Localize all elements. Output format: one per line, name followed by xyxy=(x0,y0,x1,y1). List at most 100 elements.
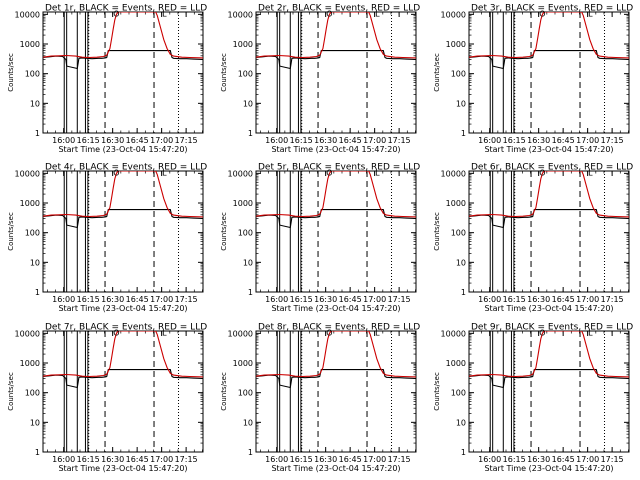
flag-label: O xyxy=(113,328,119,337)
series-group xyxy=(256,171,416,229)
x-tick-label: 17:00 xyxy=(150,136,173,145)
x-tick-label: 16:00 xyxy=(478,295,501,304)
series-line-lld xyxy=(469,12,629,59)
y-axis-label: Counts/sec xyxy=(220,372,228,411)
series-group xyxy=(256,12,416,70)
x-tick-label: 17:15 xyxy=(388,136,411,145)
x-tick-label: 16:15 xyxy=(77,136,100,145)
panel-2: Det 2r, BLACK = Events, RED = LLD Counts/… xyxy=(220,4,420,155)
x-tick-label: 16:30 xyxy=(314,136,337,145)
x-tick-label: 16:30 xyxy=(527,136,550,145)
y-tick-label: 100 xyxy=(25,389,40,398)
y-axis-label: Counts/sec xyxy=(7,53,15,92)
y-tick-label: 10 xyxy=(456,258,466,267)
x-tick-label: 17:00 xyxy=(576,455,599,464)
x-axis-label: Start Time (23-Oct-04 15:47:20) xyxy=(484,464,613,473)
panel-1: Det 1r, BLACK = Events, RED = LLD Counts/… xyxy=(7,4,207,155)
y-tick-label: 1000 xyxy=(20,40,40,49)
x-tick-label: 17:00 xyxy=(576,295,599,304)
x-tick-label: 17:15 xyxy=(601,295,624,304)
flag-label: O xyxy=(113,168,119,177)
y-tick-label: 1000 xyxy=(446,40,466,49)
y-tick-label: 1000 xyxy=(446,359,466,368)
y-tick-label: 1000 xyxy=(20,199,40,208)
y-axis-label: Counts/sec xyxy=(433,212,441,251)
panel-title: Det 5r, BLACK = Events, RED = LLD xyxy=(258,163,420,173)
flag-label: L xyxy=(375,168,380,177)
panel-title: Det 3r, BLACK = Events, RED = LLD xyxy=(471,4,633,14)
x-axis-label: Start Time (23-Oct-04 15:47:20) xyxy=(58,464,187,473)
series-line-lld xyxy=(256,12,416,59)
y-axis-label: Counts/sec xyxy=(433,372,441,411)
y-tick-label: 1 xyxy=(35,448,40,457)
panel-title: Det 4r, BLACK = Events, RED = LLD xyxy=(45,163,207,173)
series-line-lld xyxy=(469,331,629,378)
series-line-events xyxy=(469,50,629,70)
panel-title: Det 8r, BLACK = Events, RED = LLD xyxy=(258,323,420,333)
y-tick-label: 1000 xyxy=(233,359,253,368)
flag-label: L xyxy=(375,9,380,18)
x-tick-label: 17:15 xyxy=(601,455,624,464)
x-axis-label: Start Time (23-Oct-04 15:47:20) xyxy=(484,304,613,313)
x-tick-label: 16:15 xyxy=(290,455,313,464)
x-tick-label: 16:45 xyxy=(552,455,575,464)
y-tick-label: 10 xyxy=(456,99,466,108)
x-tick-label: 17:15 xyxy=(388,455,411,464)
series-line-events xyxy=(469,369,629,389)
y-tick-label: 10 xyxy=(243,418,253,427)
y-tick-label: 10000 xyxy=(228,10,253,19)
x-tick-label: 16:45 xyxy=(126,136,149,145)
x-tick-label: 16:45 xyxy=(552,295,575,304)
y-tick-label: 100 xyxy=(238,70,253,79)
panel-5: Det 5r, BLACK = Events, RED = LLD Counts/… xyxy=(220,163,420,314)
x-tick-label: 16:00 xyxy=(265,295,288,304)
series-line-events xyxy=(469,209,629,229)
x-tick-label: 17:15 xyxy=(601,136,624,145)
x-tick-label: 16:30 xyxy=(314,455,337,464)
series-line-events xyxy=(256,369,416,389)
flag-label: L xyxy=(162,328,167,337)
x-tick-label: 16:15 xyxy=(503,455,526,464)
flag-label: O xyxy=(326,9,332,18)
x-tick-label: 16:00 xyxy=(265,455,288,464)
x-tick-label: 17:15 xyxy=(388,295,411,304)
x-tick-label: 16:45 xyxy=(339,295,362,304)
x-tick-label: 16:30 xyxy=(527,295,550,304)
y-tick-label: 100 xyxy=(451,229,466,238)
series-group xyxy=(256,331,416,389)
series-group xyxy=(43,171,203,229)
flag-label: L xyxy=(588,328,593,337)
y-tick-label: 1 xyxy=(461,448,466,457)
x-tick-label: 17:15 xyxy=(175,295,198,304)
x-axis-label: Start Time (23-Oct-04 15:47:20) xyxy=(271,464,400,473)
y-tick-label: 10 xyxy=(30,418,40,427)
x-axis-label: Start Time (23-Oct-04 15:47:20) xyxy=(58,145,187,154)
y-tick-label: 10000 xyxy=(441,10,466,19)
x-tick-label: 16:45 xyxy=(126,295,149,304)
x-tick-label: 16:15 xyxy=(503,295,526,304)
x-tick-label: 16:45 xyxy=(339,136,362,145)
y-axis-label: Counts/sec xyxy=(220,53,228,92)
x-tick-label: 16:15 xyxy=(290,136,313,145)
x-tick-label: 16:30 xyxy=(101,455,124,464)
flag-label: O xyxy=(113,9,119,18)
panel-title: Det 6r, BLACK = Events, RED = LLD xyxy=(471,163,633,173)
y-tick-label: 10000 xyxy=(15,329,40,338)
x-axis-label: Start Time (23-Oct-04 15:47:20) xyxy=(271,304,400,313)
y-tick-label: 1 xyxy=(35,129,40,138)
flag-label: O xyxy=(326,168,332,177)
x-tick-label: 16:00 xyxy=(52,455,75,464)
x-tick-label: 16:30 xyxy=(101,136,124,145)
x-tick-label: 16:00 xyxy=(478,136,501,145)
flag-label: O xyxy=(326,328,332,337)
series-group xyxy=(469,331,629,389)
y-tick-label: 100 xyxy=(238,229,253,238)
y-tick-label: 10000 xyxy=(228,329,253,338)
x-tick-label: 16:30 xyxy=(314,295,337,304)
y-axis-label: Counts/sec xyxy=(7,212,15,251)
x-tick-label: 16:00 xyxy=(52,136,75,145)
series-line-events xyxy=(43,209,203,229)
panel-title: Det 1r, BLACK = Events, RED = LLD xyxy=(45,4,207,14)
panel-title: Det 9r, BLACK = Events, RED = LLD xyxy=(471,323,633,333)
